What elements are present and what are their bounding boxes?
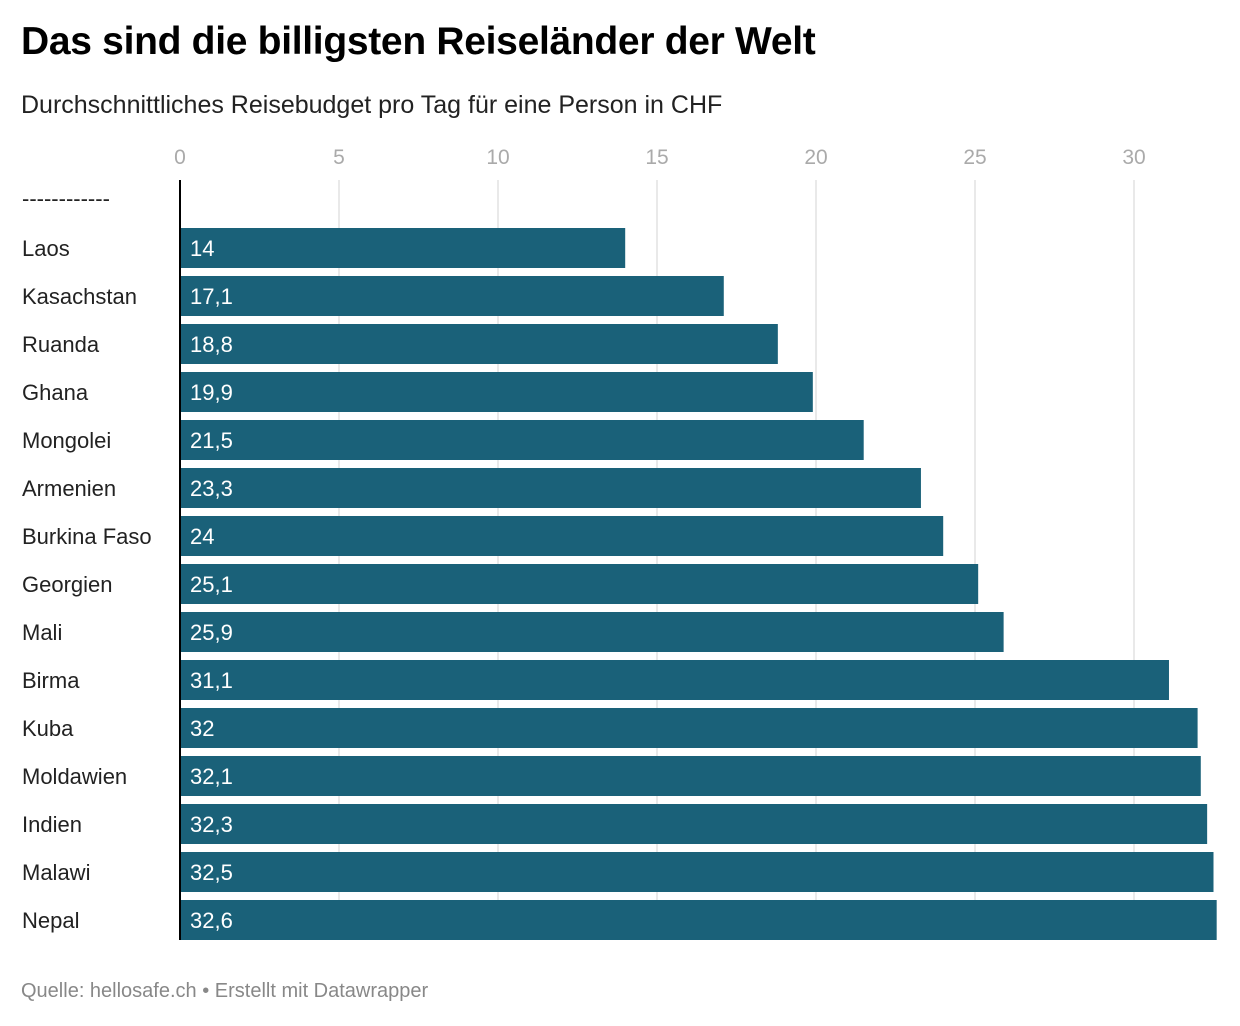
category-label: Ruanda <box>22 332 100 357</box>
value-label: 24 <box>190 524 214 549</box>
x-tick-label: 25 <box>963 146 986 169</box>
category-label: Birma <box>22 668 80 693</box>
chart-subtitle: Durchschnittliches Reisebudget pro Tag f… <box>21 91 723 119</box>
bar <box>180 420 864 460</box>
value-label: 17,1 <box>190 284 233 309</box>
x-tick-label: 0 <box>174 146 186 169</box>
value-label: 32 <box>190 716 214 741</box>
bar <box>180 372 813 412</box>
x-tick-label: 30 <box>1122 146 1145 169</box>
bar <box>180 852 1214 892</box>
bar <box>180 516 944 556</box>
value-label: 25,9 <box>190 620 233 645</box>
bar <box>180 708 1198 748</box>
value-label: 32,3 <box>190 812 233 837</box>
category-label: Kasachstan <box>22 284 137 309</box>
value-label: 14 <box>190 236 214 261</box>
value-label: 18,8 <box>190 332 233 357</box>
bar <box>180 276 724 316</box>
category-label: Nepal <box>22 908 79 933</box>
value-label: 32,1 <box>190 764 233 789</box>
x-tick-label: 20 <box>804 146 827 169</box>
category-label: Burkina Faso <box>22 524 152 549</box>
x-tick-label: 10 <box>486 146 509 169</box>
bar <box>180 612 1004 652</box>
header-row-label: ------------ <box>22 186 110 211</box>
bar <box>180 228 626 268</box>
bar <box>180 756 1201 796</box>
category-label: Laos <box>22 236 70 261</box>
bar <box>180 900 1217 940</box>
value-label: 32,6 <box>190 908 233 933</box>
chart-title: Das sind die billigsten Reiseländer der … <box>21 20 816 63</box>
category-label: Mongolei <box>22 428 111 453</box>
category-label: Mali <box>22 620 62 645</box>
x-tick-label: 15 <box>645 146 668 169</box>
category-label: Georgien <box>22 572 113 597</box>
category-label: Kuba <box>22 716 74 741</box>
bar <box>180 324 778 364</box>
category-label: Moldawien <box>22 764 127 789</box>
chart-source: Quelle: hellosafe.ch • Erstellt mit Data… <box>21 980 429 1002</box>
bar <box>180 804 1208 844</box>
value-label: 23,3 <box>190 476 233 501</box>
value-label: 32,5 <box>190 860 233 885</box>
value-label: 21,5 <box>190 428 233 453</box>
bar <box>180 564 979 604</box>
bar <box>180 660 1169 700</box>
x-tick-label: 5 <box>333 146 345 169</box>
category-label: Malawi <box>22 860 90 885</box>
value-label: 19,9 <box>190 380 233 405</box>
value-label: 31,1 <box>190 668 233 693</box>
value-label: 25,1 <box>190 572 233 597</box>
category-label: Ghana <box>22 380 89 405</box>
category-label: Armenien <box>22 476 116 501</box>
bar <box>180 468 921 508</box>
category-label: Indien <box>22 812 82 837</box>
